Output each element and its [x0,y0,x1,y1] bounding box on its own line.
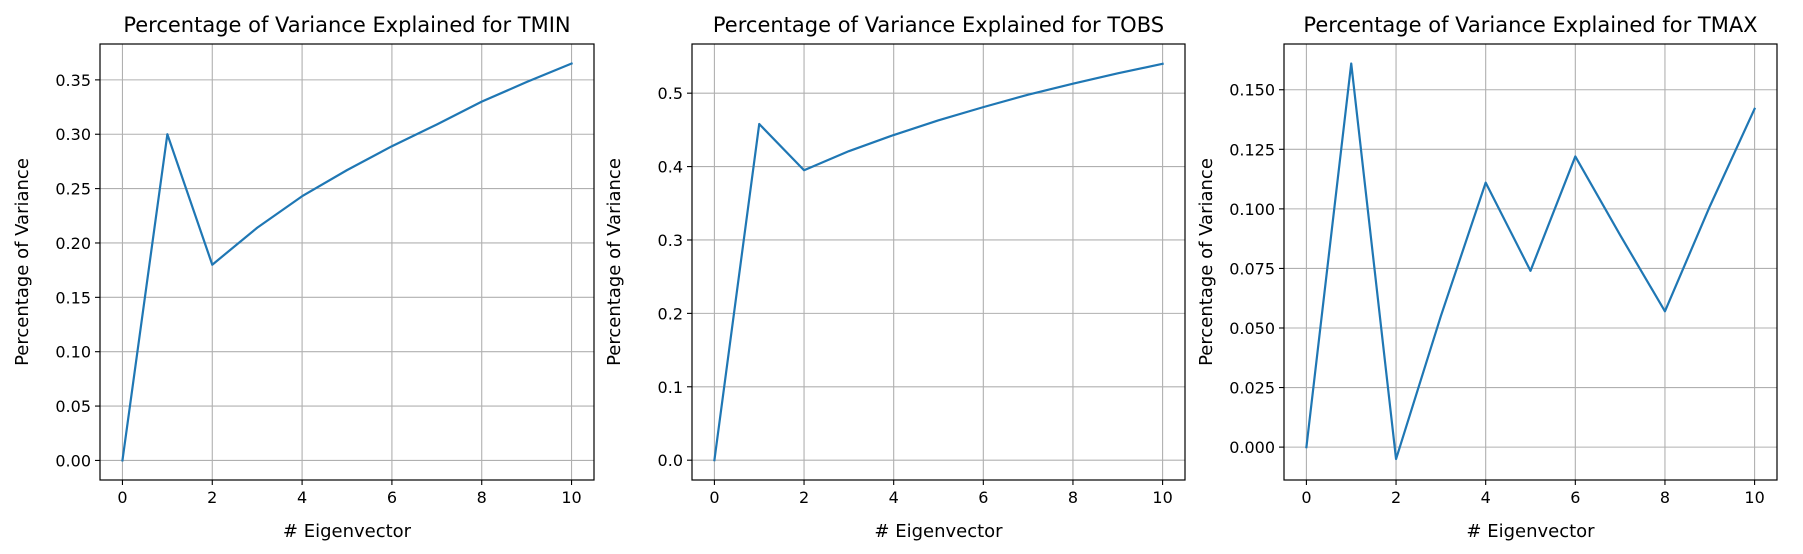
chart-2-axes-frame [691,43,1186,481]
chart-2-y-tick-label-4: 0.4 [658,158,683,177]
chart-3: 0 2 4 6 8 10 0.000 0.025 0.050 0.075 0.100 0.125 0.1… [1196,13,1778,542]
chart-2-x-tick-label-0: 0 [709,488,719,507]
chart-1-x-tick-label-1: 2 [207,488,217,507]
chart-1-y-tick-label-4: 0.20 [55,234,91,253]
chart-2-x-tick-label-5: 10 [1152,488,1172,507]
chart-1-axes-frame [99,43,595,481]
chart-2-x-tick-label-2: 4 [889,488,899,507]
chart-3-y-axis-label: Percentage of Variance [1196,158,1217,366]
chart-2-x-axis-label: # Eigenvector [874,521,1003,542]
chart-1-y-tick-label-1: 0.05 [55,397,91,416]
chart-3-y-tick-label-5: 0.125 [1229,140,1275,159]
chart-2-y-tick-label-3: 0.3 [658,231,683,250]
chart-2-y-tick-label-0: 0.0 [658,451,683,470]
chart-2-series-line-0 [713,62,1164,462]
chart-1-series-line-0 [121,62,573,462]
chart-2-x-tick-label-3: 6 [978,488,988,507]
chart-3-series-line-0 [1305,62,1757,461]
chart-2-y-tick-label-1: 0.1 [658,378,683,397]
chart-3-y-tick-label-1: 0.025 [1229,379,1275,398]
chart-1-x-axis-label: # Eigenvector [283,521,412,542]
chart-3-x-tick-label-4: 8 [1660,488,1670,507]
chart-3-x-axis-label: # Eigenvector [1466,521,1595,542]
chart-1-x-tick-label-3: 6 [387,488,397,507]
chart-3-y-tick-label-2: 0.050 [1229,319,1275,338]
chart-2-y-axis-label: Percentage of Variance [604,158,625,366]
chart-3-axes-frame [1283,43,1778,481]
chart-2-y-tick-label-2: 0.2 [658,304,683,323]
chart-2-x-tick-label-4: 8 [1068,488,1078,507]
chart-1-x-tick-label-0: 0 [117,488,127,507]
chart-1-x-tick-label-2: 4 [297,488,307,507]
chart-3-y-tick-label-0: 0.000 [1229,438,1275,457]
chart-1-y-tick-label-6: 0.30 [55,125,91,144]
chart-3-y-tick-label-4: 0.100 [1229,200,1275,219]
chart-1: 0 2 4 6 8 10 0.00 0.05 0.10 0.15 0.20 0.25 0.30 0.35 P… [12,13,595,542]
chart-3-title: Percentage of Variance Explained for TMA… [1303,13,1757,37]
chart-1-y-tick-label-7: 0.35 [55,71,91,90]
chart-3-x-tick-label-3: 6 [1570,488,1580,507]
chart-3-x-tick-label-2: 4 [1481,488,1491,507]
chart-2-x-tick-label-1: 2 [799,488,809,507]
chart-3-x-tick-label-5: 10 [1744,488,1764,507]
chart-1-title: Percentage of Variance Explained for TMI… [123,13,570,37]
chart-2: 0 2 4 6 8 10 0.0 0.1 0.2 0.3 0.4 0.5 Percentage of V… [604,13,1186,542]
chart-1-y-tick-label-3: 0.15 [55,288,91,307]
chart-1-y-tick-label-5: 0.25 [55,180,91,199]
chart-3-x-tick-label-0: 0 [1301,488,1311,507]
chart-1-x-tick-label-5: 10 [561,488,581,507]
chart-2-title: Percentage of Variance Explained for TOB… [713,13,1164,37]
chart-3-x-tick-label-1: 2 [1391,488,1401,507]
chart-3-y-tick-label-3: 0.075 [1229,259,1275,278]
chart-1-x-tick-label-4: 8 [477,488,487,507]
chart-2-y-tick-label-5: 0.5 [658,84,683,103]
chart-1-y-tick-label-2: 0.10 [55,343,91,362]
chart-1-y-tick-label-0: 0.00 [55,451,91,470]
chart-3-y-tick-label-6: 0.150 [1229,81,1275,100]
chart-1-y-axis-label: Percentage of Variance [12,158,33,366]
